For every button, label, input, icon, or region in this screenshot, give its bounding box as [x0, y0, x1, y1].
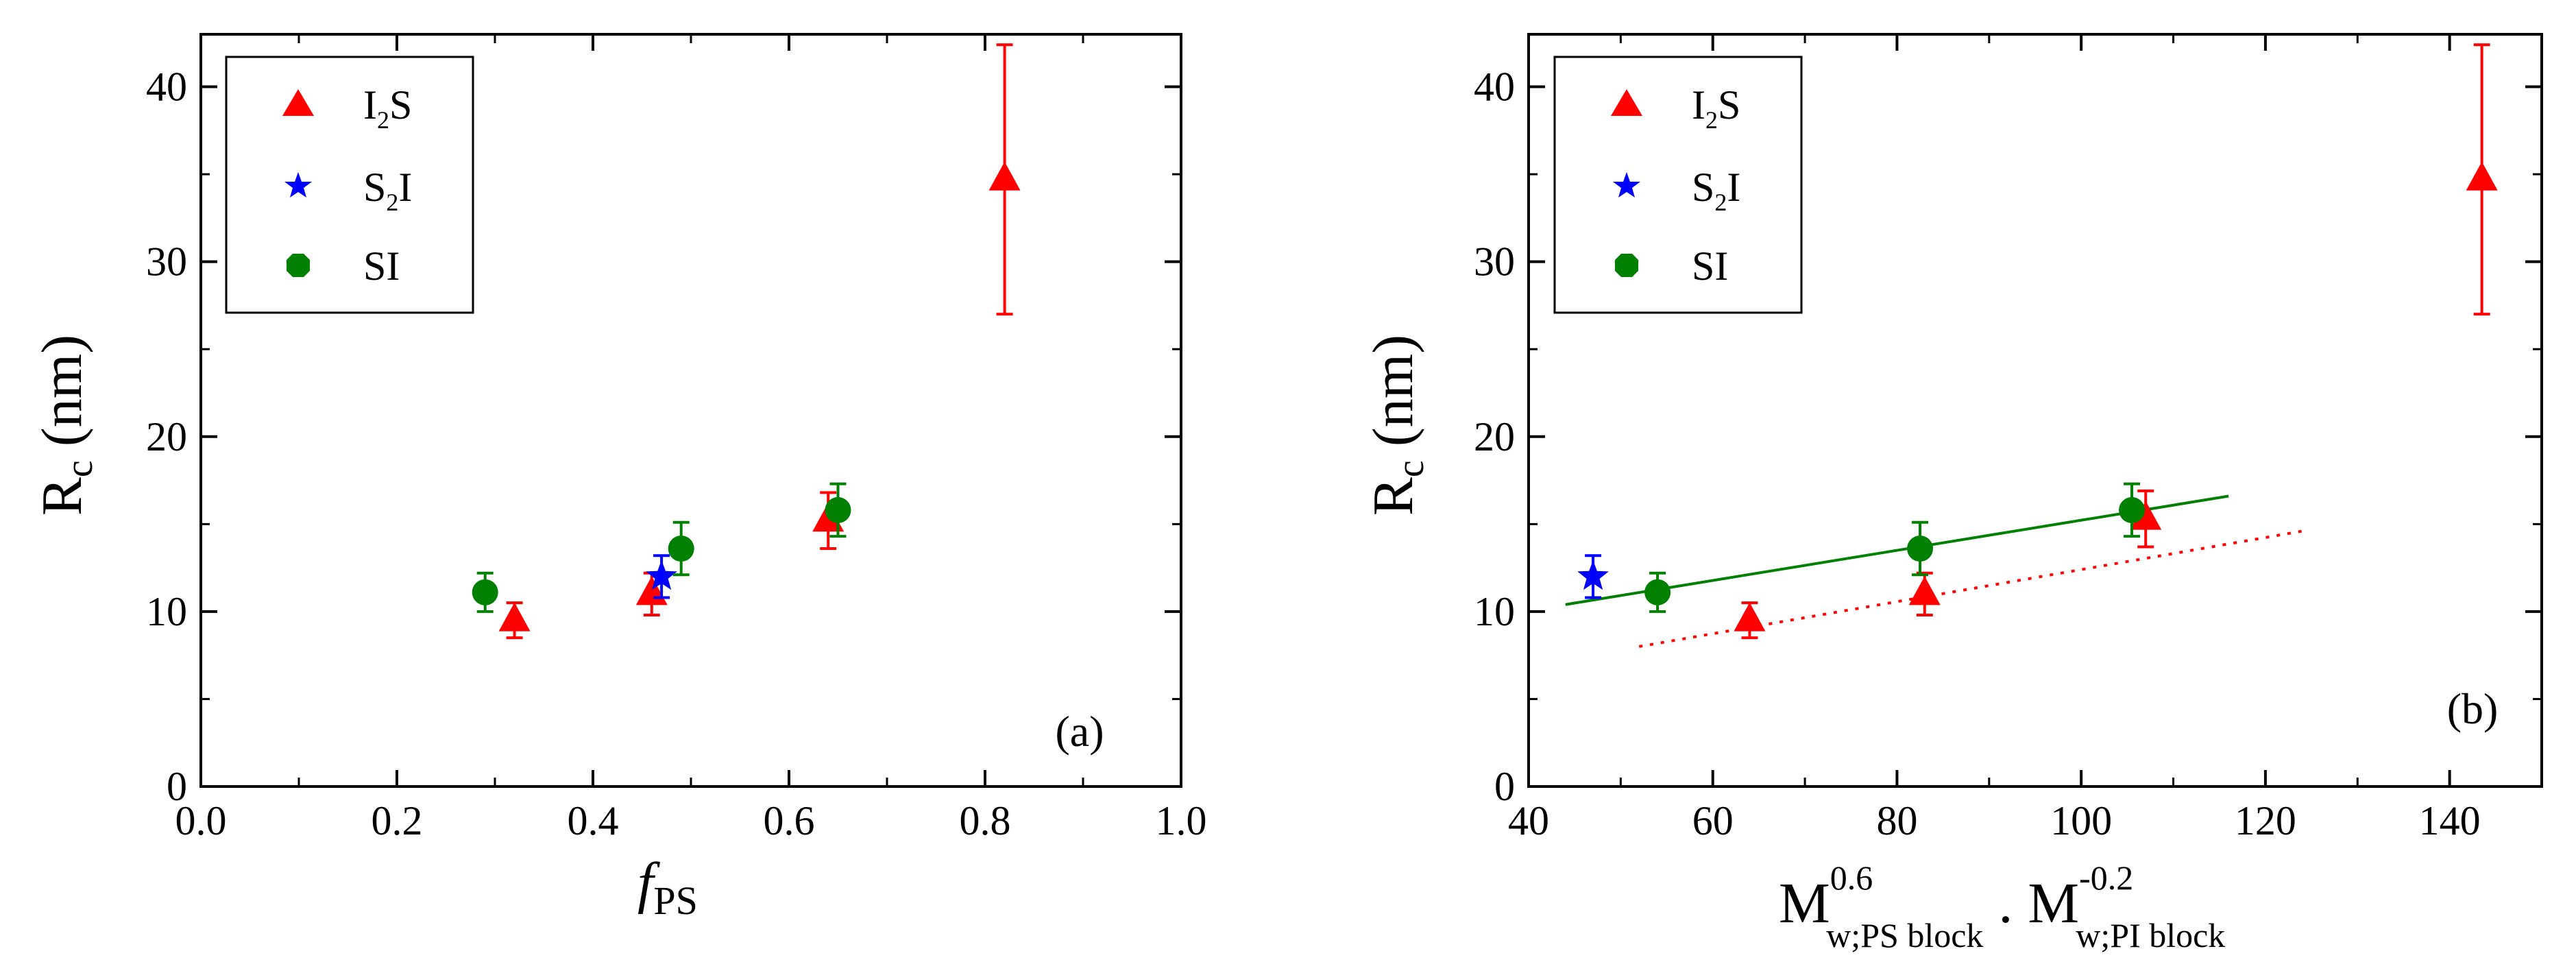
panel-a-y-axis-label: Rc (nm): [30, 335, 101, 516]
panel-a: 0.0 0.2 0.4 0.6 0.8 1.0 0 10 20 30 40 Rc…: [30, 33, 1207, 923]
panel-a-legend-circle-marker: [287, 254, 310, 277]
i2s-data-point: [498, 602, 531, 632]
panel-b-x-tick-label: 120: [2235, 798, 2296, 843]
panel-b-y-tick-label: 10: [1474, 589, 1515, 634]
panel-a-legend-label-main: I: [363, 82, 377, 128]
panel-a-y-tick-label: 10: [146, 589, 187, 634]
si-data-point: [2119, 496, 2146, 523]
s2i-data-point: [1577, 560, 1609, 590]
panel-b-x-axis-m2-sup: -0.2: [2079, 858, 2133, 897]
panel-a-y-tick-label: 40: [146, 64, 187, 110]
panel-b-legend-star-marker: [1613, 172, 1640, 197]
si-data-point: [668, 536, 694, 562]
si-data-point: [472, 579, 498, 605]
s2i-data-point: [646, 560, 677, 590]
panel-b-legend-label-sub: 2: [1714, 189, 1727, 216]
panel-b-data-marks: [1577, 43, 2498, 640]
panel-a-y-axis-unit: (nm): [30, 335, 94, 446]
panel-a-ticks: [199, 34, 1182, 788]
si-data-point: [825, 496, 851, 523]
panel-a-x-tick-label: 0.6: [764, 798, 815, 843]
i2s-data-point: [988, 161, 1021, 191]
panel-b-x-axis-m2: M: [2028, 872, 2079, 935]
panel-b-y-tick-label: 0: [1494, 764, 1515, 809]
panel-b-legend-label-si: SI: [1692, 243, 1728, 289]
panel-b: 40 60 80 100 120 140 0 10 20 30 40 Rc(nm…: [1361, 33, 2543, 954]
panel-b-x-axis-m2-sub: w;PI block: [2076, 916, 2225, 954]
panel-b-tag: (b): [2447, 684, 2499, 733]
si-data-point: [1644, 579, 1671, 605]
panel-b-x-axis-label: M0.6 w;PS block. M-0.2 w;PI block: [1779, 858, 2225, 954]
panel-b-x-axis-m1: M: [1779, 872, 1830, 935]
panel-a-legend-label-si: SI: [363, 243, 400, 289]
panel-b-x-axis-m1-sub: w;PS block: [1826, 916, 1983, 954]
panel-a-legend-label-i2s: I2S: [363, 82, 412, 134]
panel-a-legend-box: [225, 56, 474, 314]
panel-a-legend-label-sub: 2: [377, 106, 389, 134]
panel-b-y-tick-label: 20: [1474, 414, 1515, 459]
panel-b-y-tick-label: 30: [1474, 239, 1515, 285]
i2s-data-point: [2466, 161, 2498, 191]
panel-a-x-tick-label: 1.0: [1156, 798, 1207, 843]
panel-b-legend-label-end: I: [1727, 165, 1740, 210]
panel-b-x-tick-label: 100: [2050, 798, 2112, 843]
panel-a-x-tick-labels: 0.0 0.2 0.4 0.6 0.8 1.0: [175, 798, 1207, 843]
si-data-point: [1907, 536, 1934, 562]
panel-b-y-tick-labels: 0 10 20 30 40: [1474, 64, 1515, 809]
panel-a-x-axis-subscript: PS: [653, 878, 698, 923]
panel-a-legend-triangle-marker: [282, 89, 314, 116]
panel-b-legend-label-s2i: S2I: [1692, 165, 1740, 216]
panel-b-x-tick-label: 80: [1876, 798, 1917, 843]
panel-a-x-axis-label: fPS: [637, 851, 698, 923]
panel-a-data-marks: [472, 43, 1021, 640]
panel-a-y-tick-label: 0: [167, 764, 187, 809]
panel-b-y-axis-subscript: c: [1389, 460, 1432, 477]
panel-b-legend-label-i2s: I2S: [1692, 82, 1740, 134]
panel-b-x-tick-labels: 40 60 80 100 120 140: [1508, 798, 2481, 843]
panel-b-legend-label-main: I: [1692, 82, 1705, 128]
panel-b-ticks: [1527, 34, 2542, 788]
panel-b-x-axis-m1-sup: 0.6: [1830, 858, 1873, 897]
panel-b-y-axis-label: Rc (nm): [1361, 335, 1432, 516]
panel-a-y-axis-subscript: c: [58, 460, 101, 477]
panel-b-legend-label-main: S: [1692, 165, 1714, 210]
panel-a-y-tick-label: 20: [146, 414, 187, 459]
panel-a-y-tick-label: 30: [146, 239, 187, 285]
panel-a-x-tick-label: 0.0: [175, 798, 227, 843]
panel-a-legend-label-s2i: S2I: [363, 165, 412, 216]
panel-a-x-tick-label: 0.2: [372, 798, 423, 843]
panel-a-legend-star-marker: [284, 172, 312, 197]
panel-b-y-axis-symbol: R: [1361, 477, 1425, 516]
i2s-data-point: [2130, 501, 2162, 530]
panel-b-x-tick-label: 140: [2419, 798, 2481, 843]
i2s-data-point: [1908, 576, 1941, 605]
panel-b-plot-frame: [1527, 33, 2543, 788]
panel-a-x-tick-label: 0.8: [960, 798, 1011, 843]
panel-b-legend-box: [1553, 56, 1803, 314]
panel-b-x-tick-label: 60: [1692, 798, 1734, 843]
panel-b-fit-lines: [1565, 494, 2302, 648]
panel-b-x-axis-dot: .: [1998, 872, 2013, 935]
panel-b-legend-triangle-marker: [1611, 89, 1642, 116]
panel-a-tag: (a): [1055, 707, 1104, 756]
panel-a-legend-label-end: S: [389, 82, 412, 128]
panel-b-legend-label-end: S: [1718, 82, 1740, 128]
panel-a-y-tick-labels: 0 10 20 30 40: [146, 64, 187, 809]
panel-a-legend-label-sub: 2: [386, 189, 398, 216]
panel-b-y-axis-unit: (nm): [1361, 335, 1425, 446]
panel-a-x-tick-label: 0.4: [568, 798, 619, 843]
panel-a-y-axis-symbol: R: [30, 477, 94, 516]
si-fit-line: [1565, 494, 2229, 606]
panel-b-x-tick-label: 40: [1508, 798, 1549, 843]
panel-a-legend-label-main: S: [363, 165, 386, 210]
i2s-data-point: [1734, 602, 1766, 632]
panel-a-legend-label-end: I: [398, 165, 412, 210]
panel-b-legend-circle-marker: [1615, 254, 1638, 277]
panel-b-legend-label-sub: 2: [1705, 106, 1718, 134]
panel-b-y-tick-label: 40: [1474, 64, 1515, 110]
